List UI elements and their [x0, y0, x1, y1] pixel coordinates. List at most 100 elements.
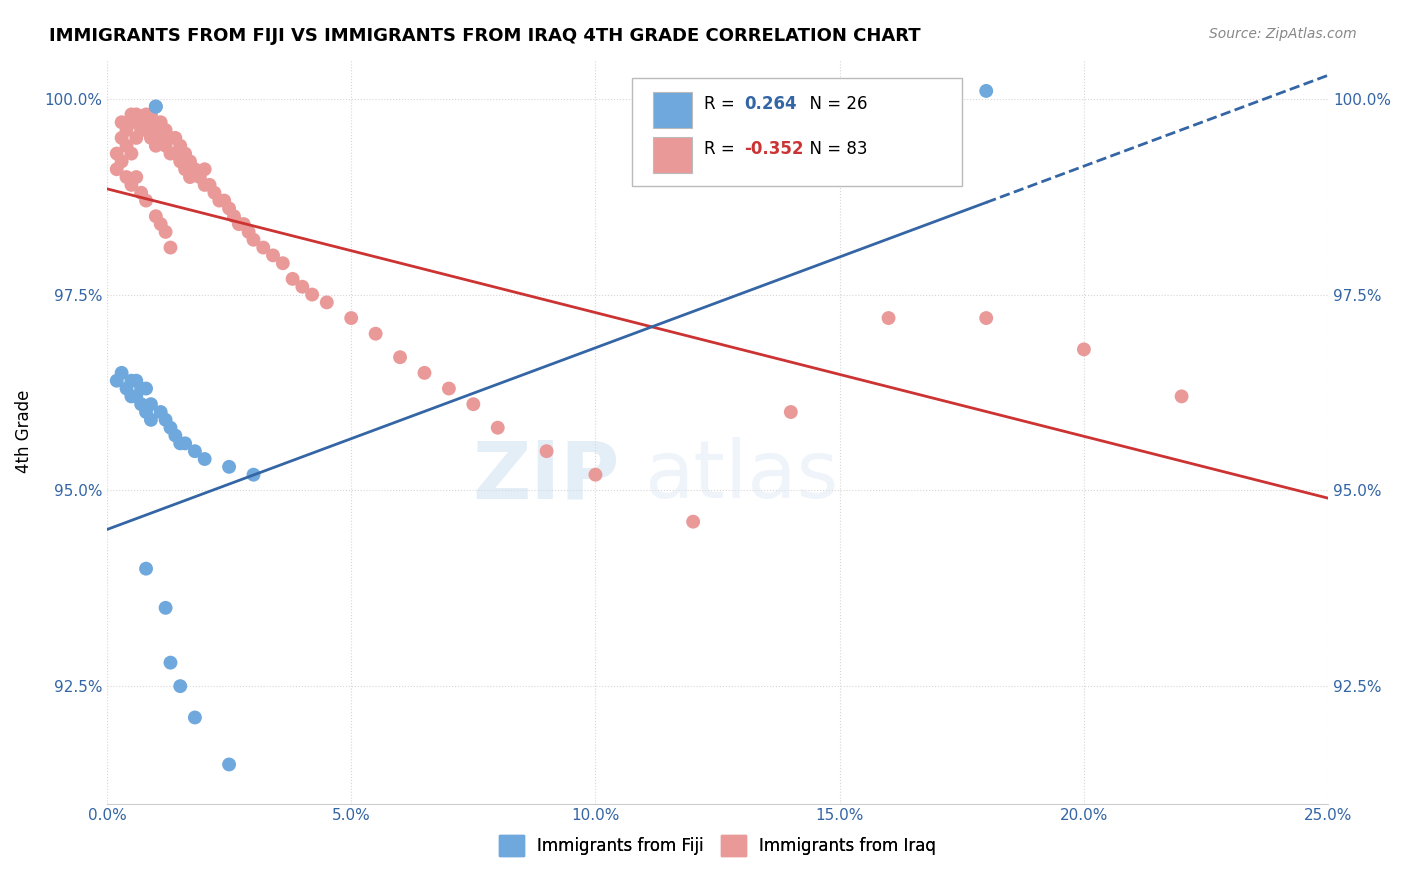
Point — [120, 107, 142, 121]
Point — [165, 131, 187, 145]
Point — [111, 131, 134, 145]
Point — [682, 515, 704, 529]
Point — [149, 131, 172, 145]
Point — [111, 115, 134, 129]
Point — [779, 405, 801, 419]
Point — [1073, 343, 1095, 357]
Point — [159, 146, 181, 161]
Point — [155, 123, 177, 137]
Point — [111, 154, 134, 169]
Point — [184, 162, 207, 177]
Point — [135, 123, 157, 137]
Point — [184, 444, 207, 458]
Point — [218, 757, 240, 772]
Point — [169, 154, 191, 169]
Text: atlas: atlas — [644, 437, 838, 516]
FancyBboxPatch shape — [633, 78, 962, 186]
Point — [413, 366, 436, 380]
Point — [252, 241, 274, 255]
Point — [174, 162, 197, 177]
Point — [291, 279, 314, 293]
Point — [169, 436, 191, 450]
Point — [145, 115, 167, 129]
Point — [222, 209, 245, 223]
Point — [145, 138, 167, 153]
Point — [115, 382, 138, 396]
Point — [194, 178, 217, 192]
Point — [877, 311, 900, 326]
Text: Source: ZipAtlas.com: Source: ZipAtlas.com — [1209, 27, 1357, 41]
Point — [159, 131, 181, 145]
Point — [155, 225, 177, 239]
FancyBboxPatch shape — [652, 93, 692, 128]
Point — [583, 467, 606, 482]
Point — [145, 99, 167, 113]
Point — [486, 420, 509, 434]
Point — [125, 374, 148, 388]
Point — [159, 420, 181, 434]
Point — [340, 311, 363, 326]
Point — [315, 295, 337, 310]
Text: R =: R = — [704, 95, 740, 113]
Point — [437, 382, 460, 396]
Y-axis label: 4th Grade: 4th Grade — [15, 390, 32, 474]
Text: IMMIGRANTS FROM FIJI VS IMMIGRANTS FROM IRAQ 4TH GRADE CORRELATION CHART: IMMIGRANTS FROM FIJI VS IMMIGRANTS FROM … — [49, 27, 921, 45]
Point — [208, 194, 231, 208]
Point — [212, 194, 235, 208]
Point — [125, 389, 148, 403]
Point — [139, 131, 162, 145]
Text: N = 26: N = 26 — [800, 95, 868, 113]
Point — [120, 374, 142, 388]
Point — [135, 405, 157, 419]
Point — [125, 107, 148, 121]
Point — [174, 146, 197, 161]
Point — [139, 107, 162, 121]
Point — [149, 217, 172, 231]
Point — [115, 170, 138, 185]
Point — [135, 194, 157, 208]
Point — [111, 366, 134, 380]
Point — [149, 115, 172, 129]
Point — [174, 436, 197, 450]
Point — [159, 656, 181, 670]
Point — [198, 178, 221, 192]
Point — [129, 382, 152, 396]
Point — [974, 311, 997, 326]
Point — [301, 287, 323, 301]
Point — [105, 146, 128, 161]
Point — [120, 178, 142, 192]
Point — [536, 444, 558, 458]
Point — [145, 209, 167, 223]
FancyBboxPatch shape — [652, 137, 692, 173]
Point — [238, 225, 260, 239]
Point — [120, 389, 142, 403]
Point — [105, 162, 128, 177]
Point — [204, 186, 226, 200]
Point — [389, 350, 412, 364]
Point — [129, 186, 152, 200]
Point — [155, 413, 177, 427]
Text: R =: R = — [704, 140, 740, 158]
Point — [262, 248, 284, 262]
Point — [218, 459, 240, 474]
Point — [120, 115, 142, 129]
Point — [194, 452, 217, 467]
Point — [135, 107, 157, 121]
Point — [228, 217, 250, 231]
Point — [145, 123, 167, 137]
Text: ZIP: ZIP — [472, 437, 620, 516]
Point — [463, 397, 485, 411]
Point — [179, 170, 201, 185]
Point — [194, 162, 217, 177]
Point — [115, 138, 138, 153]
Point — [271, 256, 294, 270]
Point — [125, 115, 148, 129]
Point — [129, 397, 152, 411]
Point — [169, 138, 191, 153]
Point — [155, 600, 177, 615]
Point — [155, 138, 177, 153]
Point — [974, 84, 997, 98]
Point — [179, 154, 201, 169]
Legend: Immigrants from Fiji, Immigrants from Iraq: Immigrants from Fiji, Immigrants from Ir… — [492, 829, 942, 863]
Point — [149, 405, 172, 419]
